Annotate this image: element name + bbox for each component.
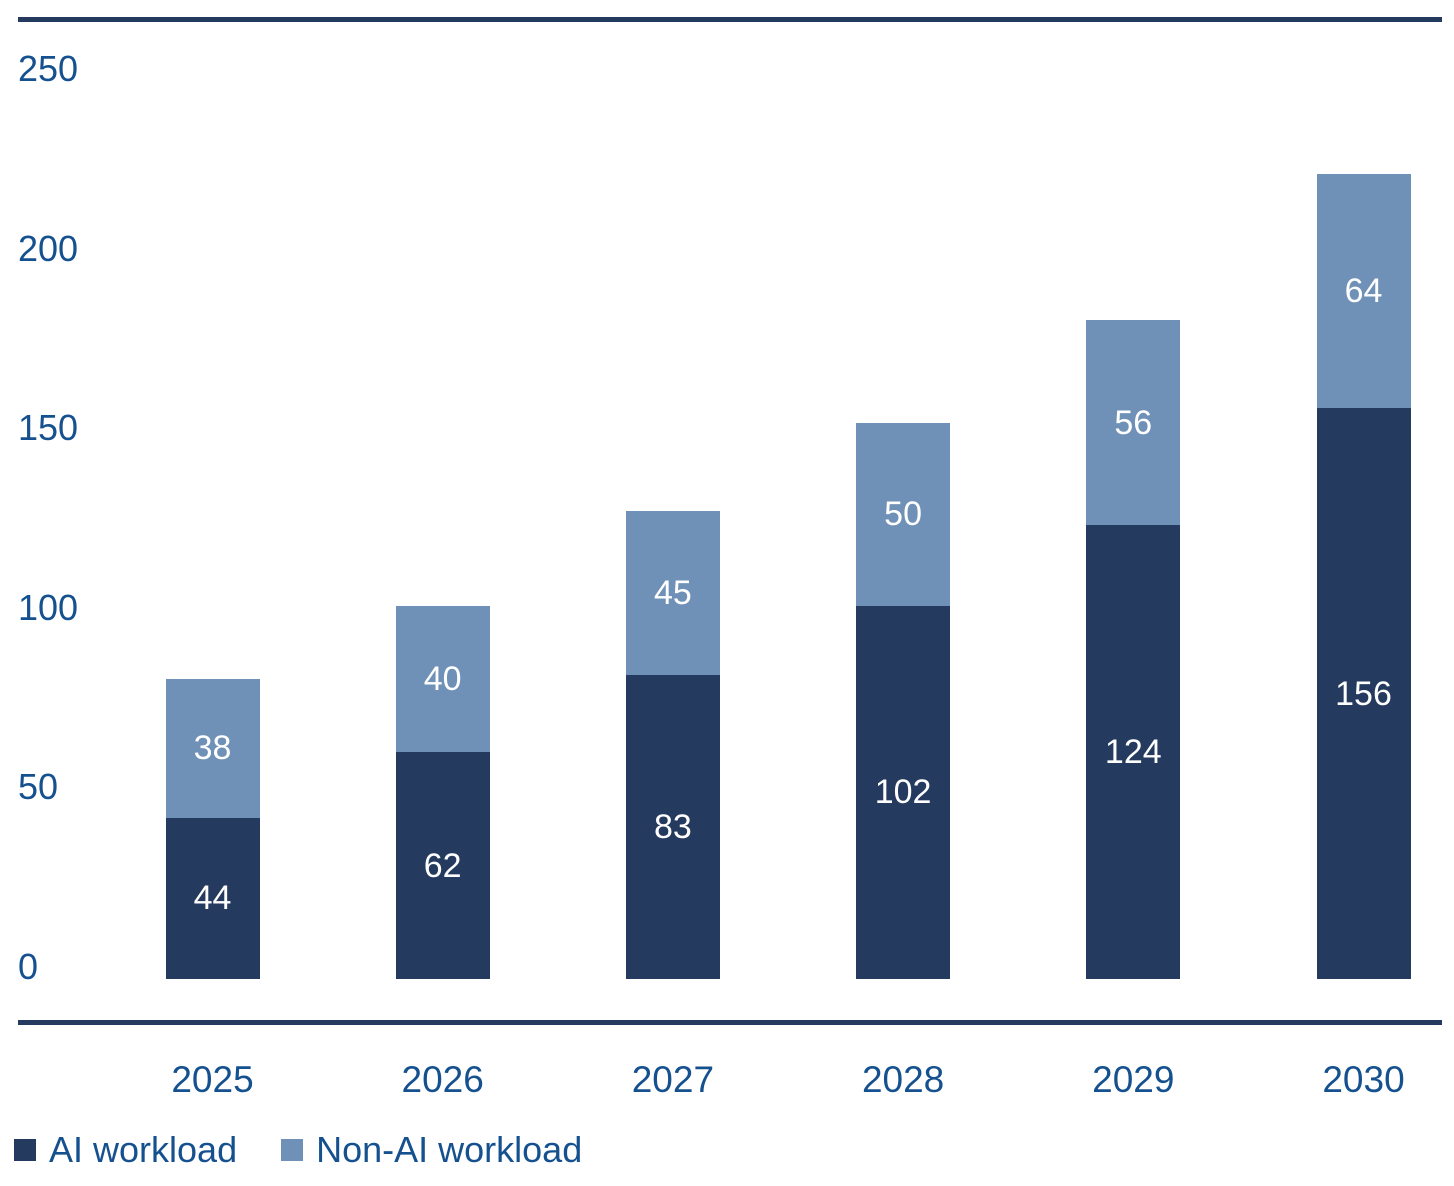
legend-label: Non-AI workload xyxy=(316,1129,583,1170)
top-rule xyxy=(18,17,1442,22)
bar-value-label: 45 xyxy=(653,573,692,612)
bar-value-label: 62 xyxy=(423,846,462,885)
bar-segment: 40 xyxy=(395,605,490,753)
bar-segment: 44 xyxy=(165,817,260,979)
bar-segment: 124 xyxy=(1086,525,1181,979)
x-tick-label: 2027 xyxy=(631,1059,715,1100)
bar-value-label: 40 xyxy=(423,659,462,698)
bar-segment: 45 xyxy=(625,510,720,676)
bar-segment: 38 xyxy=(165,678,260,818)
bar-value-label: 64 xyxy=(1344,271,1383,310)
legend: AI workload Non-AI workload xyxy=(14,1132,582,1168)
bar-value-label: 124 xyxy=(1104,733,1162,772)
bar-segment: 50 xyxy=(856,422,951,606)
x-tick-label: 2029 xyxy=(1092,1059,1175,1100)
y-tick-label: 200 xyxy=(18,227,79,269)
y-tick-label: 250 xyxy=(18,48,79,89)
legend-swatch-icon xyxy=(14,1139,36,1161)
x-tick-label: 2026 xyxy=(401,1059,484,1100)
x-tick-label: 2025 xyxy=(171,1059,254,1100)
y-tick-label: 150 xyxy=(18,407,79,449)
bar-segment: 102 xyxy=(856,605,951,979)
legend-swatch-icon xyxy=(281,1139,304,1161)
bar-value-label: 83 xyxy=(653,808,692,847)
bar-value-label: 38 xyxy=(193,729,232,768)
y-tick-label: 100 xyxy=(18,586,79,628)
bar-segment: 56 xyxy=(1086,320,1181,526)
legend-item: AI workload xyxy=(14,1132,237,1168)
x-axis-rule xyxy=(18,1020,1442,1025)
bar-value-label: 102 xyxy=(874,773,932,812)
bar-value-label: 156 xyxy=(1335,674,1392,713)
x-tick-label: 2028 xyxy=(861,1059,945,1100)
legend-item: Non-AI workload xyxy=(281,1132,582,1168)
y-tick-label: 0 xyxy=(18,946,39,987)
bar-value-label: 56 xyxy=(1114,403,1153,442)
bar-segment: 83 xyxy=(625,675,720,979)
x-tick-label: 2030 xyxy=(1322,1059,1405,1100)
bar-segment: 156 xyxy=(1316,408,1411,979)
y-tick-label: 50 xyxy=(18,766,59,808)
bar-value-label: 44 xyxy=(193,879,232,918)
bar-segment: 64 xyxy=(1316,173,1411,409)
bar-segment: 62 xyxy=(395,752,490,979)
legend-label: AI workload xyxy=(49,1129,238,1170)
bar-value-label: 50 xyxy=(884,495,922,534)
